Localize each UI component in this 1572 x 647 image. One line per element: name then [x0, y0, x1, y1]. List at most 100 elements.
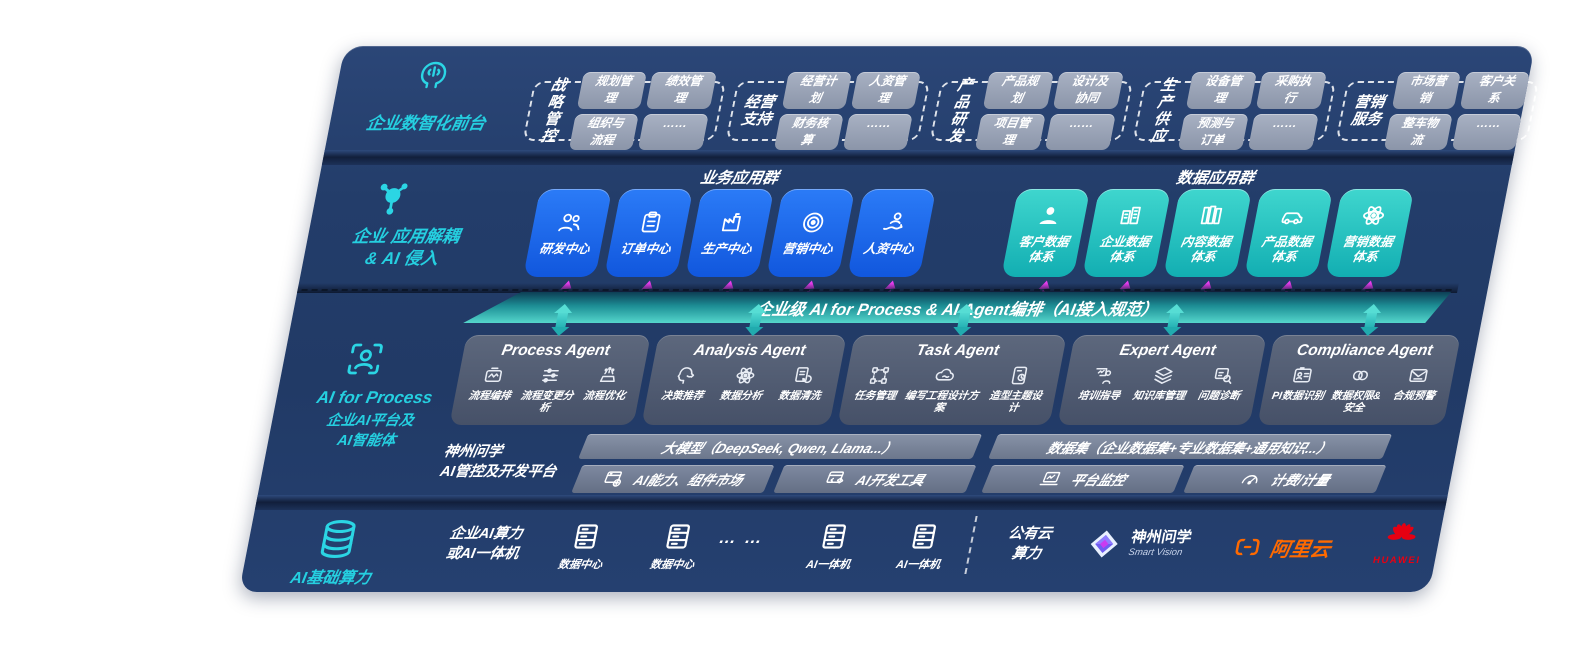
tile-marketing-center: 营销中心 — [766, 189, 856, 320]
server-datacenter-2: 数据中心 — [635, 520, 717, 572]
sliders-icon — [537, 364, 564, 387]
server-ai-appliance-1: AI一体机 — [791, 520, 873, 572]
bar-label: 计费/计量 — [1268, 473, 1333, 488]
platform-label: 神州问学 AI管控及开发平台 — [438, 444, 558, 481]
chip: 采购执行 — [1256, 71, 1328, 109]
agent-item-label: 编写工程设计方案 — [903, 390, 980, 415]
chip: 市场营销 — [1391, 71, 1462, 109]
chip: …… — [1044, 113, 1116, 151]
tile-enterprise-data: 企业数据 体系 — [1082, 189, 1172, 320]
diagram-panel: 企业数智化前台 战略管控 规划管理 绩效管理 组织与流程 …… 经营支持 经营计… — [238, 46, 1540, 592]
chip: …… — [638, 113, 710, 151]
ai-for-process-label: AI for Process — [315, 388, 435, 407]
group-strategy: 战略管控 规划管理 绩效管理 组织与流程 …… — [522, 71, 727, 151]
server-ai-appliance-2: AI一体机 — [881, 520, 963, 572]
dash-shadow — [296, 283, 1459, 293]
tile-label: 产品数据 体系 — [1260, 234, 1314, 264]
agent-item-label: 知识库管理 — [1131, 390, 1187, 402]
analysis-agent-box: Analysis Agent 决策推荐 数据分析 数据清洗 — [641, 312, 847, 425]
factory-icon — [716, 209, 748, 236]
group-name: 战略管控 — [539, 76, 568, 146]
ai-devtools-bar: AI开发工具 — [773, 465, 977, 493]
chip: 项目管理 — [974, 113, 1046, 151]
tile-label: 营销中心 — [781, 242, 834, 256]
server-caption: 数据中心 — [648, 559, 696, 571]
person-trend-icon — [878, 209, 910, 236]
tile-label: 企业数据 体系 — [1098, 234, 1152, 264]
agent-item-label: 培训指导 — [1076, 390, 1122, 402]
tile-production-center: 生产中心 — [685, 189, 775, 320]
server-caption: AI一体机 — [804, 559, 852, 571]
agent-item-label: 数据权限& 安全 — [1330, 390, 1382, 415]
agent-item-label: 流程变更分析 — [519, 390, 575, 415]
ai-platform-label: 企业AI平台及 AI智能体 — [325, 413, 416, 449]
double-arrow-icon — [957, 312, 971, 328]
platform-monitor-bar: 平台监控 — [981, 465, 1185, 493]
double-arrow-icon — [1167, 312, 1181, 328]
agent-item-label: 流程编排 — [467, 390, 512, 402]
cloudpen-icon — [932, 364, 959, 387]
huawei-icon — [1381, 520, 1422, 554]
tile-content-data: 内容数据 体系 — [1163, 189, 1253, 320]
server-caption: AI一体机 — [894, 559, 942, 571]
chip: 人资管理 — [850, 71, 921, 109]
chip: …… — [1247, 113, 1319, 151]
database-icon — [311, 516, 366, 562]
task-agent-box: Task Agent 任务管理 编写工程设计方案 造型主题设计 — [837, 312, 1067, 425]
tile-label: 客户数据 体系 — [1017, 234, 1071, 264]
billing-bar: 计费/计量 — [1183, 465, 1387, 493]
chip: 经营计划 — [781, 71, 852, 109]
gauge-icon — [1235, 468, 1266, 490]
agent-item-label: 决策推荐 — [660, 390, 705, 402]
agent-item-label: PI数据识别 — [1270, 390, 1326, 402]
server-icon — [904, 520, 943, 553]
logo-text: 神州问学 — [1129, 529, 1194, 547]
model-block: 大模型（DeepSeek, Qwen, Llama...） AI能力、组件市场 … — [571, 434, 983, 493]
model-bar: 大模型（DeepSeek, Qwen, Llama...） — [578, 434, 983, 459]
tile-order-center: 订单中心 — [604, 189, 694, 320]
tile-rnd-center: 研发中心 — [523, 189, 613, 320]
decouple-layer: 企业 应用解耦 & AI 侵入 业务应用群 数据应用群 研发中心 订单中心 生产… — [297, 164, 1512, 320]
logo-subtext: Smart Vision — [1127, 546, 1184, 558]
envelope-icon — [1404, 364, 1431, 387]
people-icon — [554, 209, 586, 236]
server-caption: 数据中心 — [556, 559, 604, 571]
idcard-icon — [1288, 364, 1315, 387]
front-office-groups: 战略管控 规划管理 绩效管理 组织与流程 …… 经营支持 经营计划 人资管理 财… — [522, 71, 1540, 151]
workflow-icon — [480, 364, 507, 387]
target-icon — [797, 209, 829, 236]
aliyun-logo: 阿里云 — [1230, 532, 1334, 562]
group-name: 生产供应 — [1149, 76, 1178, 146]
chip: 绩效管理 — [646, 71, 718, 109]
bar-label: AI能力、组件市场 — [631, 473, 746, 488]
double-arrow-icon — [555, 312, 569, 328]
clipboard-icon — [635, 209, 667, 236]
atom-icon — [1357, 202, 1389, 229]
dataclean-icon — [790, 364, 817, 387]
decision-icon — [673, 364, 700, 387]
books-icon — [1195, 202, 1227, 229]
tile-label: 生产中心 — [700, 242, 753, 256]
ai-marketplace-bar: AI能力、组件市场 — [571, 465, 775, 493]
chip: 财务核算 — [773, 113, 844, 151]
front-office-layer: 企业数智化前台 战略管控 规划管理 绩效管理 组织与流程 …… 经营支持 经营计… — [325, 55, 1540, 151]
business-app-tiles: 研发中心 订单中心 生产中心 营销中心 人资中心 — [523, 189, 937, 320]
optimize-icon — [595, 364, 622, 387]
compliance-agent-box: Compliance Agent PI数据识别 数据权限& 安全 合规预警 — [1257, 312, 1461, 425]
agent-item-label: 数据分析 — [718, 390, 764, 402]
chip: 设计及协同 — [1052, 71, 1124, 109]
agent-title: Process Agent — [500, 342, 612, 359]
tile-label: 研发中心 — [538, 242, 591, 256]
double-arrow-icon — [1364, 312, 1378, 328]
agent-item-label: 流程优化 — [582, 390, 627, 402]
agent-item-label: 数据清洗 — [777, 390, 822, 402]
data-app-tiles: 客户数据 体系 企业数据 体系 内容数据 体系 产品数据 体系 营销数据 体系 — [1001, 189, 1415, 320]
tile-label: 订单中心 — [619, 242, 672, 256]
agent-title: Compliance Agent — [1295, 342, 1435, 359]
bar-label: AI开发工具 — [853, 473, 928, 488]
infra-label: AI基础算力 — [288, 570, 373, 587]
agent-item-label: 造型主题设计 — [988, 390, 1044, 415]
expert-agent-box: Expert Agent 培训指导 知识库管理 问题诊断 — [1057, 312, 1267, 425]
vertical-dashed-divider — [964, 516, 978, 574]
